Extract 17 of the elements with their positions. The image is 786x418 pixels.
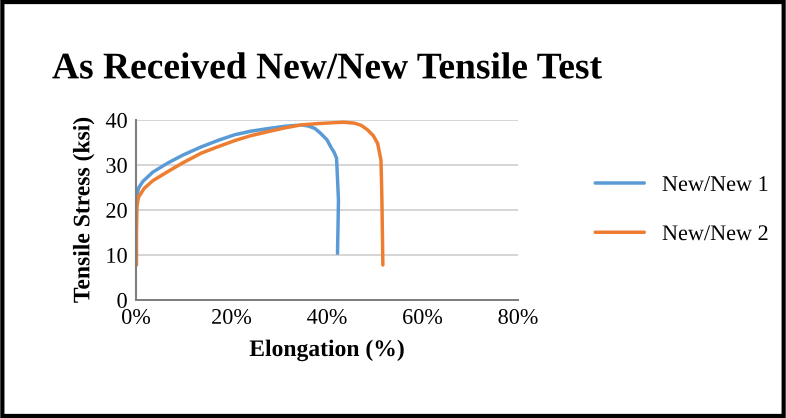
y-tick-label: 10	[107, 248, 127, 263]
x-tick-label: 40%	[307, 308, 347, 324]
y-tick-label: 0	[117, 292, 127, 308]
x-tick-label: 20%	[212, 308, 252, 324]
x-axis-title: Elongation (%)	[250, 340, 404, 362]
legend-label: New/New 2	[662, 225, 768, 240]
y-tick-label: 20	[106, 202, 127, 218]
x-tick-label: 0%	[122, 308, 150, 324]
x-tick-label: 60%	[403, 308, 442, 324]
y-tick-label: 30	[106, 158, 127, 173]
y-tick-label: 40	[106, 112, 127, 128]
line-series	[136, 120, 385, 267]
x-tick-label: 80%	[498, 308, 538, 324]
line-series	[136, 123, 340, 255]
chart-title: As Received New/New Tensile Test	[52, 52, 602, 79]
y-axis-title: Tensile Stress (ksi)	[72, 118, 94, 303]
legend-label: New/New 1	[662, 176, 768, 192]
